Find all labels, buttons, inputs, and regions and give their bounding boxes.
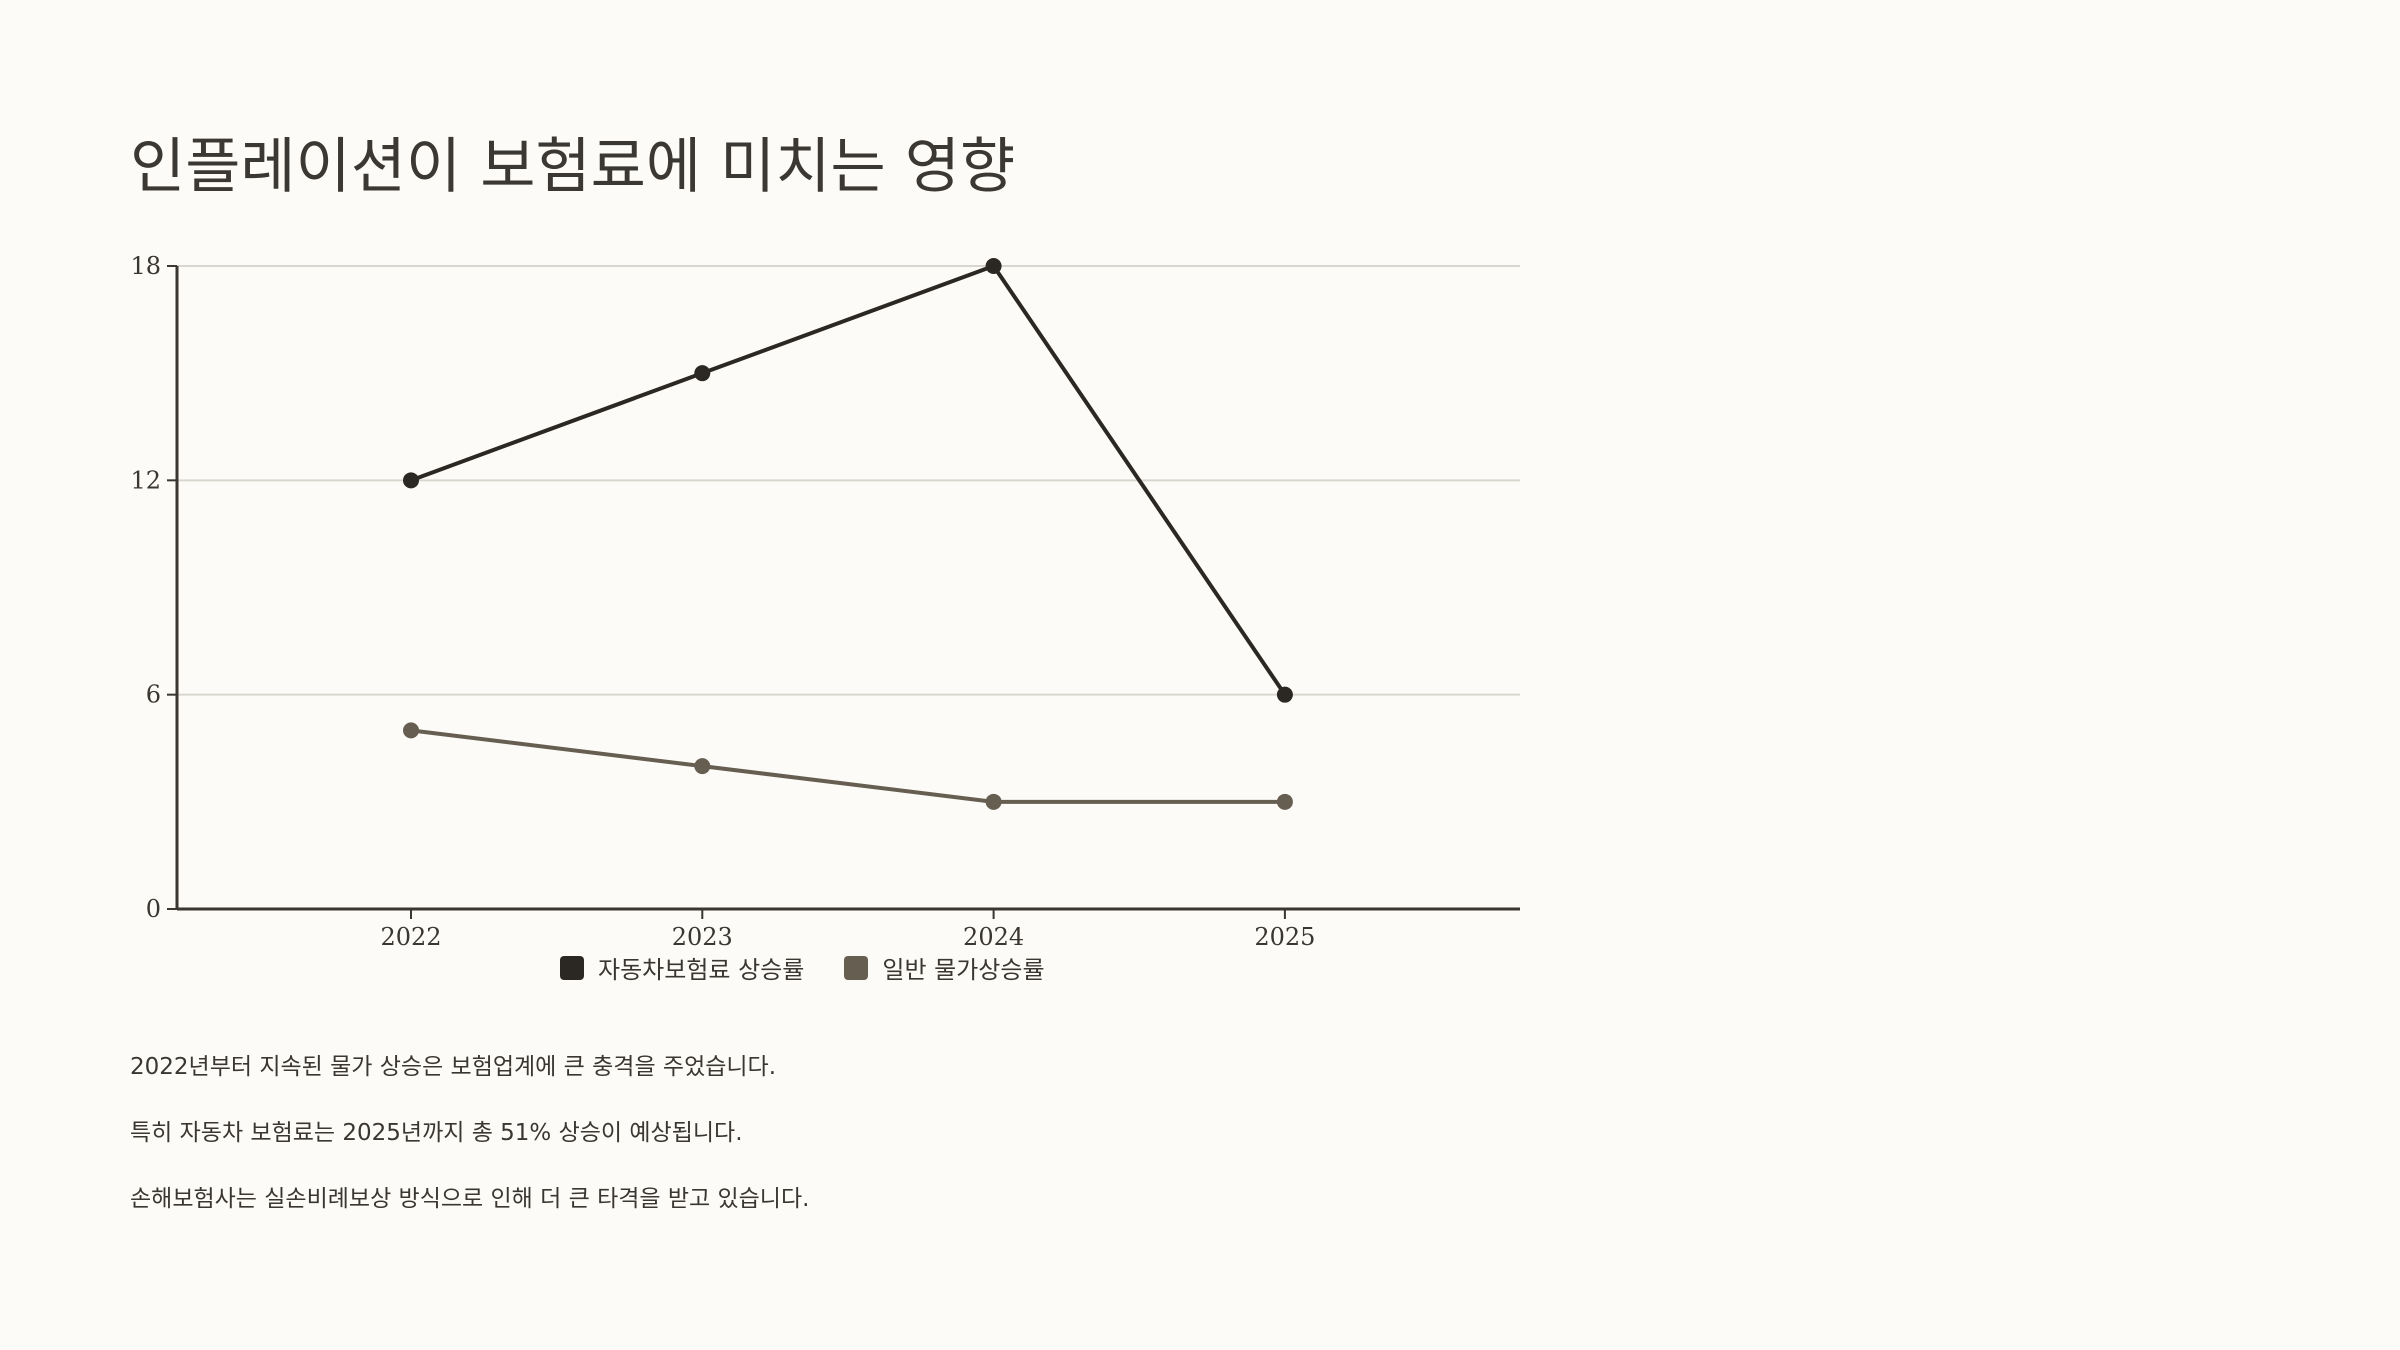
data-point-0	[403, 472, 419, 489]
data-point-0	[985, 258, 1002, 274]
legend-label-auto-insurance: 자동차보험료 상승률	[598, 956, 805, 984]
data-point-0	[1276, 686, 1293, 703]
slide-notes: 2022년부터 지속된 물가 상승은 보험업계에 큰 충격을 주었습니다. 특히…	[130, 1053, 809, 1251]
data-point-1	[985, 793, 1002, 810]
legend-item-general-inflation: 일반 물가상승률	[844, 950, 1045, 985]
note-line: 손해보험사는 실손비례보상 방식으로 인해 더 큰 타격을 받고 있습니다.	[130, 1186, 810, 1212]
data-point-1	[694, 758, 711, 775]
legend-swatch-auto-insurance	[560, 955, 584, 980]
line-chart: 0 6 12 18 2022 2023 2024 2025	[130, 252, 1520, 951]
y-tick-label: 6	[146, 681, 161, 709]
data-point-1	[1276, 793, 1293, 810]
x-tick-label: 2025	[1254, 923, 1315, 951]
series-line-1	[410, 728, 1285, 804]
data-point-1	[403, 722, 419, 739]
legend-swatch-general-inflation	[844, 955, 869, 980]
slide-title: 인플레이션이 보험료에 미치는 영향	[130, 132, 1016, 202]
y-tick-label: 12	[130, 466, 161, 494]
note-line: 2022년부터 지속된 물가 상승은 보험업계에 큰 충격을 주었습니다.	[130, 1054, 777, 1080]
legend-item-auto-insurance: 자동차보험료 상승률	[560, 950, 804, 985]
data-point-0	[694, 365, 711, 382]
y-tick-label: 0	[146, 895, 161, 923]
x-tick-label: 2023	[672, 923, 733, 951]
x-tick-label: 2024	[963, 923, 1024, 951]
x-tick-label: 2022	[380, 923, 441, 951]
note-line: 특히 자동차 보험료는 2025년까지 총 51% 상승이 예상됩니다.	[130, 1120, 743, 1146]
chart-legend: 자동차보험료 상승률 일반 물가상승률	[560, 950, 1045, 985]
y-tick-label: 18	[130, 252, 161, 280]
series-line-0	[410, 264, 1287, 696]
legend-label-general-inflation: 일반 물가상승률	[882, 956, 1045, 984]
